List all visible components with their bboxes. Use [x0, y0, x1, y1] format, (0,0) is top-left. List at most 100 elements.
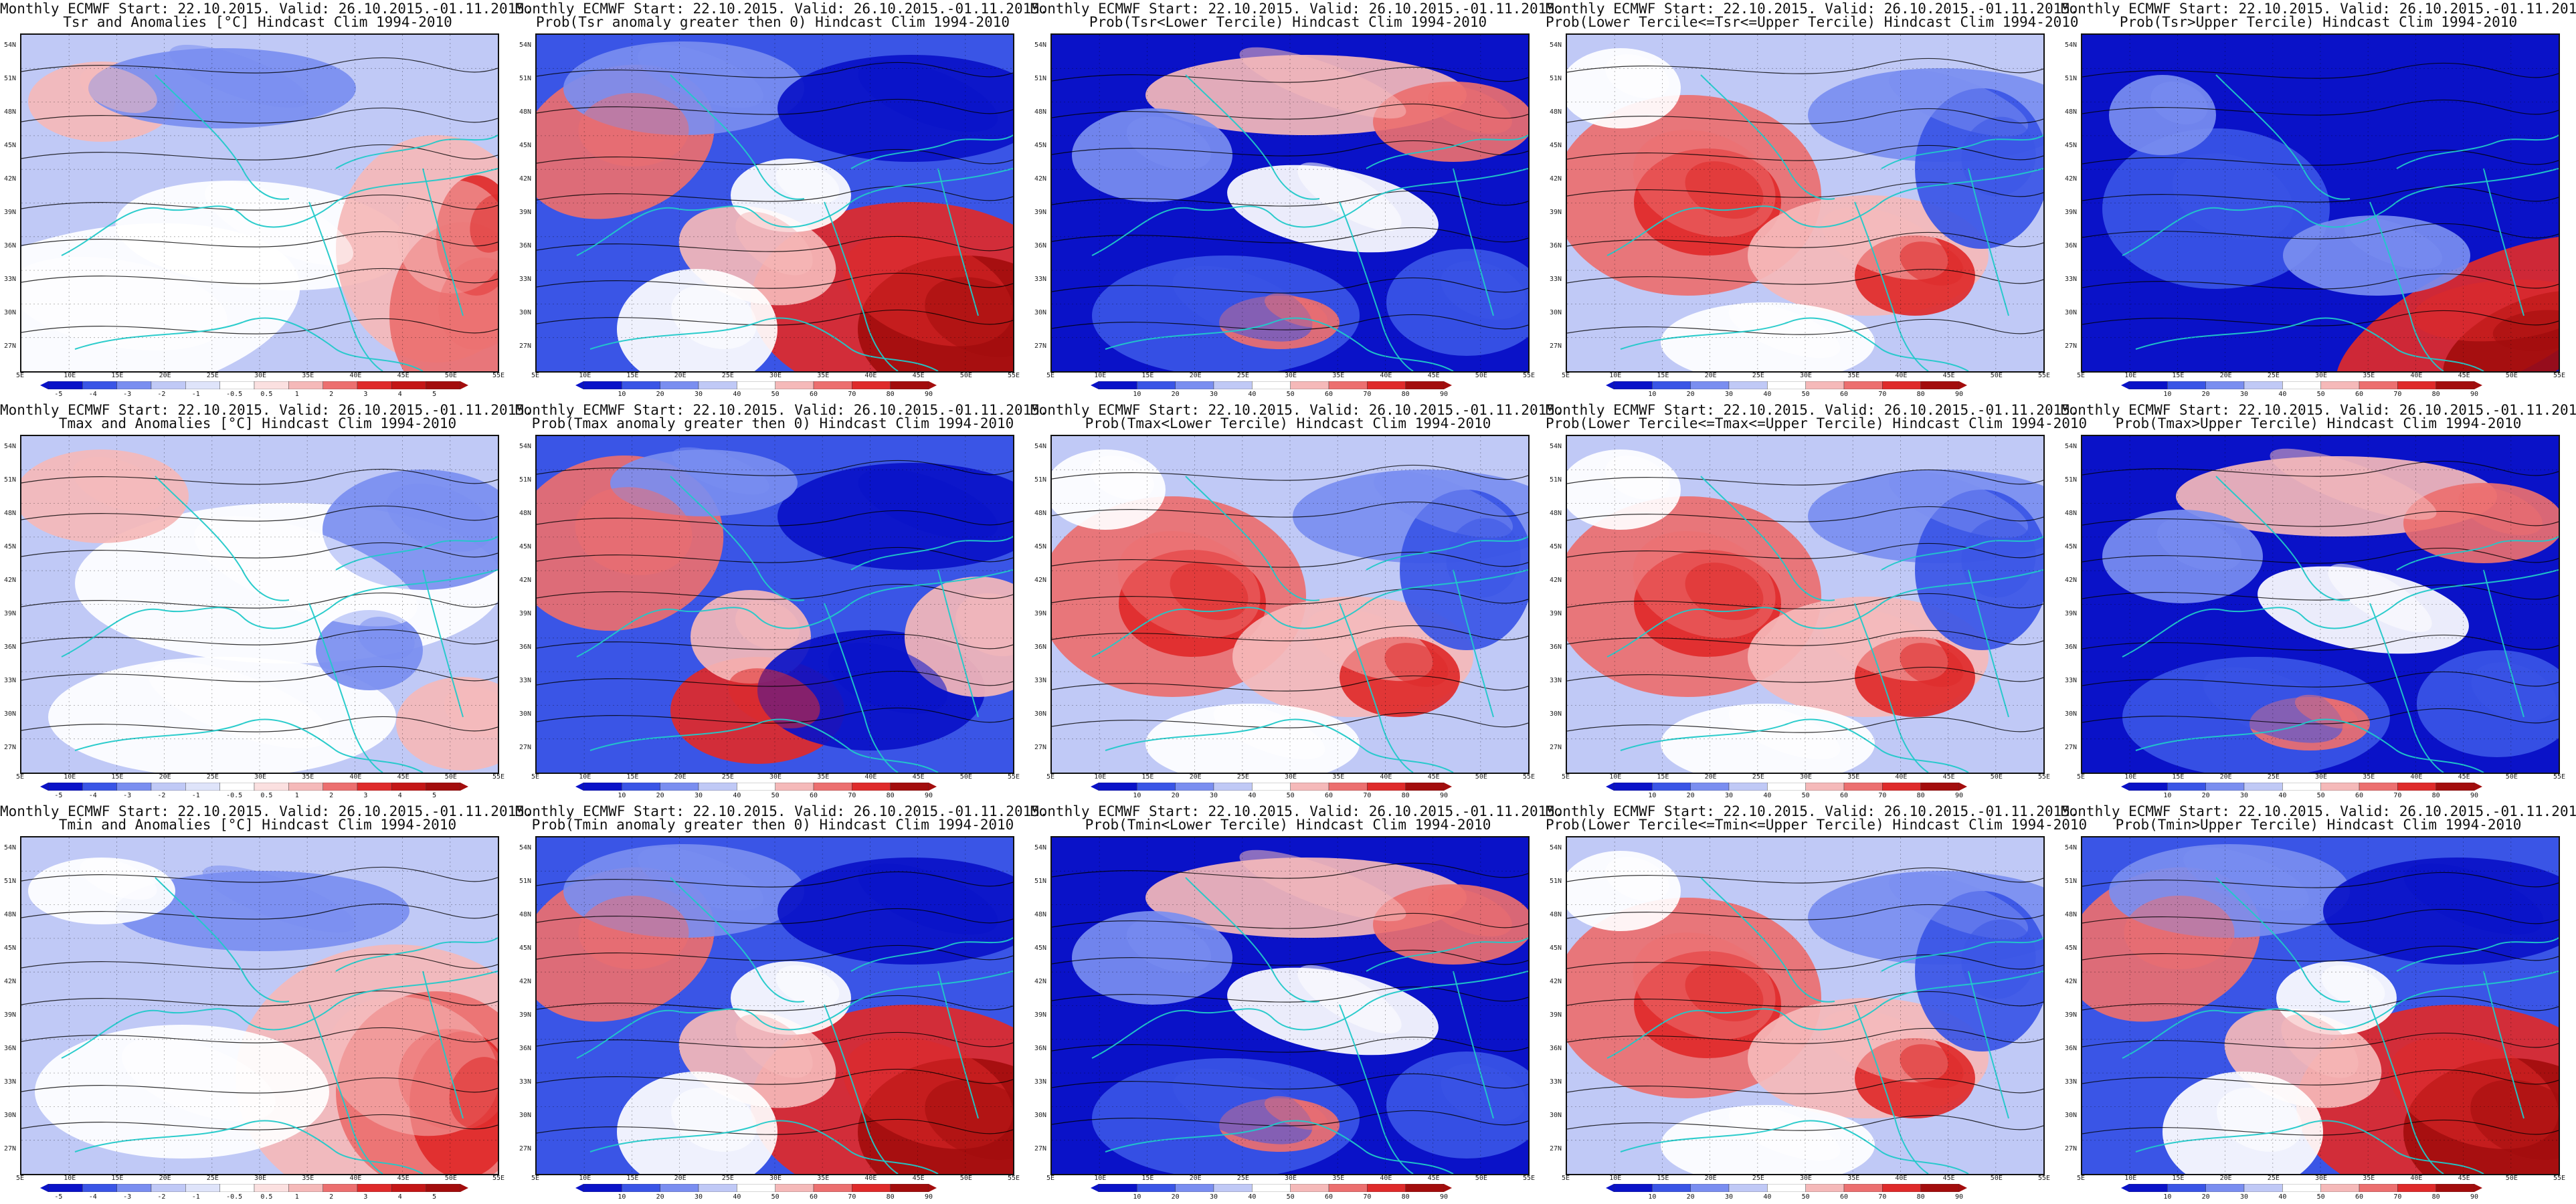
- longitude-label: 30E: [2315, 773, 2328, 781]
- forecast-map: [1566, 836, 2045, 1175]
- longitude-label: 30E: [1285, 372, 1297, 379]
- longitude-label: 5E: [16, 773, 25, 781]
- longitude-label: 15E: [1657, 1175, 1669, 1182]
- latitude-label: 51N: [4, 878, 17, 885]
- longitude-label: 40E: [1380, 1175, 1392, 1182]
- panel-subtitle: Prob(Tmin>Upper Tercile) Hindcast Clim 1…: [2115, 817, 2522, 833]
- forecast-map: [1050, 435, 1530, 774]
- latitude-label: 39N: [2065, 610, 2078, 617]
- map-field: [1052, 436, 1528, 773]
- legend-tick-label: 80: [886, 792, 895, 799]
- longitude-label: 20E: [2219, 1175, 2232, 1182]
- forecast-map: [2081, 33, 2560, 373]
- latitude-label: 54N: [4, 844, 17, 851]
- panel-subtitle: Prob(Tsr anomaly greater then 0) Hindcas…: [535, 14, 1010, 30]
- longitude-label: 25E: [721, 773, 734, 781]
- latitude-label: 39N: [519, 1011, 532, 1019]
- latitude-label: 45N: [1550, 142, 1562, 149]
- legend-tick-label: 90: [925, 391, 933, 398]
- legend-tick-label: 30: [1725, 792, 1734, 799]
- longitude-label: 45E: [1942, 773, 1955, 781]
- latitude-label: 36N: [4, 242, 17, 249]
- panel-title: Monthly ECMWF Start: 22.10.2015. Valid: …: [515, 1, 1048, 17]
- latitude-label: 27N: [2065, 744, 2078, 751]
- latitude-label: 54N: [1550, 443, 1562, 450]
- longitude-label: 30E: [254, 773, 267, 781]
- longitude-label: 10E: [2124, 1175, 2137, 1182]
- legend-tick-label: 60: [1325, 792, 1333, 799]
- latitude-label: 54N: [1550, 41, 1562, 49]
- legend-tick-label: 5: [432, 792, 437, 799]
- legend-tick-label: 60: [1325, 1193, 1333, 1201]
- legend-tick-label: 30: [1210, 1193, 1218, 1201]
- forecast-map: [20, 33, 499, 373]
- longitude-label: 50E: [1990, 372, 2003, 379]
- longitude-label: 15E: [111, 1175, 124, 1182]
- legend-tick-label: 4: [397, 792, 402, 799]
- longitude-label: 20E: [1189, 372, 1202, 379]
- longitude-label: 50E: [1990, 773, 2003, 781]
- latitude-label: 54N: [519, 41, 532, 49]
- legend-tick-label: 80: [2431, 792, 2440, 799]
- longitude-label: 45E: [1427, 1175, 1440, 1182]
- latitude-label: 36N: [1034, 1045, 1047, 1052]
- legend-tick-label: 2: [329, 391, 334, 398]
- legend-tick-label: 5: [432, 391, 437, 398]
- legend-tick-label: -5: [54, 1193, 63, 1201]
- longitude-label: 50E: [959, 372, 972, 379]
- longitude-label: 20E: [1189, 773, 1202, 781]
- latitude-label: 51N: [519, 878, 532, 885]
- legend-tick-label: 4: [397, 391, 402, 398]
- latitude-label: 36N: [1034, 643, 1047, 651]
- latitude-label: 54N: [2065, 443, 2078, 450]
- latitude-label: 30N: [2065, 1112, 2078, 1119]
- longitude-label: 40E: [1895, 773, 1908, 781]
- longitude-label: 25E: [1752, 1175, 1764, 1182]
- panel-subtitle: Prob(Lower Tercile<=Tsr<=Upper Tercile) …: [1546, 14, 2079, 30]
- legend-tick-label: 20: [1686, 391, 1695, 398]
- latitude-label: 42N: [1550, 978, 1562, 985]
- longitude-label: 35E: [302, 1175, 314, 1182]
- legend-tick-label: 90: [925, 1193, 933, 1201]
- legend-tick-label: 90: [925, 792, 933, 799]
- legend-tick-label: -3: [123, 792, 132, 799]
- latitude-label: 48N: [1550, 510, 1562, 517]
- latitude-label: 54N: [4, 41, 17, 49]
- latitude-label: 36N: [519, 242, 532, 249]
- legend-tick-label: 20: [2201, 1193, 2210, 1201]
- latitude-label: 30N: [1550, 1112, 1562, 1119]
- panel-subtitle: Tmin and Anomalies [°C] Hindcast Clim 19…: [58, 817, 457, 833]
- latitude-label: 48N: [1550, 911, 1562, 918]
- longitude-label: 30E: [254, 1175, 267, 1182]
- latitude-label: 48N: [2065, 911, 2078, 918]
- longitude-label: 55E: [2038, 372, 2051, 379]
- longitude-label: 15E: [2172, 1175, 2185, 1182]
- forecast-map: [535, 33, 1014, 373]
- longitude-label: 40E: [2410, 1175, 2423, 1182]
- legend-tick-label: 20: [656, 1193, 664, 1201]
- panel-title: Monthly ECMWF Start: 22.10.2015. Valid: …: [2061, 1, 2576, 17]
- map-field: [21, 837, 498, 1174]
- longitude-label: 20E: [1189, 1175, 1202, 1182]
- panel-subtitle: Tsr and Anomalies [°C] Hindcast Clim 199…: [63, 14, 452, 30]
- legend-tick-label: 50: [771, 792, 779, 799]
- latitude-label: 51N: [4, 476, 17, 484]
- panel-subtitle: Prob(Tmin anomaly greater then 0) Hindca…: [531, 817, 1014, 833]
- color-legend: [40, 783, 468, 791]
- color-legend: [1606, 783, 1967, 791]
- longitude-label: 45E: [1427, 372, 1440, 379]
- longitude-label: 55E: [1523, 372, 1536, 379]
- latitude-label: 30N: [519, 1112, 532, 1119]
- longitude-label: 5E: [1046, 773, 1055, 781]
- latitude-label: 48N: [4, 108, 17, 116]
- longitude-label: 40E: [1380, 773, 1392, 781]
- legend-tick-label: 80: [1916, 391, 1925, 398]
- latitude-label: 39N: [1550, 610, 1562, 617]
- legend-tick-label: 30: [1210, 391, 1218, 398]
- longitude-label: 55E: [2553, 1175, 2566, 1182]
- color-legend: [575, 381, 937, 389]
- latitude-label: 30N: [1034, 710, 1047, 718]
- longitude-label: 45E: [912, 372, 925, 379]
- latitude-label: 51N: [1550, 878, 1562, 885]
- latitude-label: 45N: [4, 944, 17, 952]
